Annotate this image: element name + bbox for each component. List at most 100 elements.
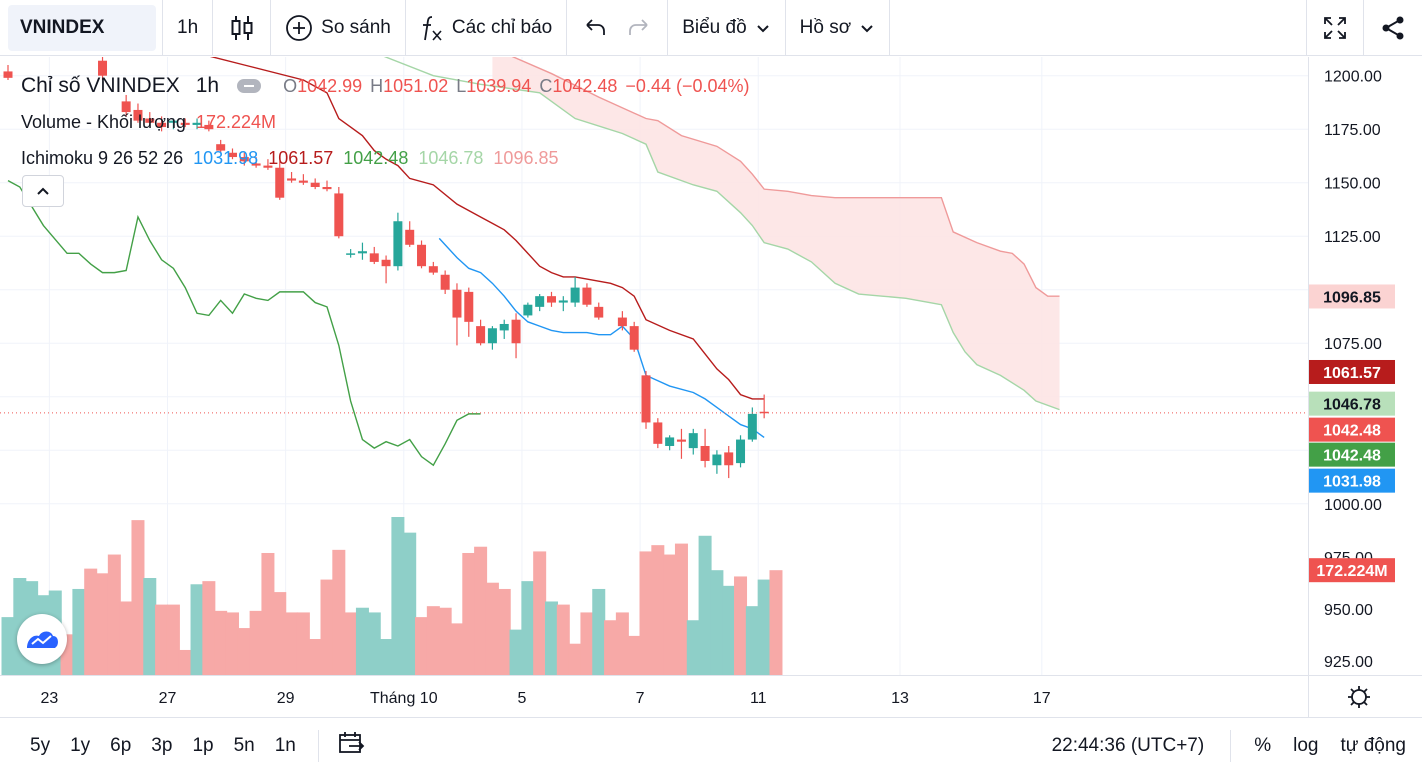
bottom-divider (1230, 730, 1232, 762)
legend-close-label: C (539, 75, 553, 96)
legend-volume-row[interactable]: Volume - Khối lượng 172.224M (21, 104, 758, 140)
symbol-search-button[interactable]: VNINDEX (8, 4, 156, 51)
candle (145, 112, 155, 125)
legend-collapse-button[interactable] (22, 175, 64, 207)
chart-settings-button[interactable] (1346, 684, 1372, 715)
volume-bar (285, 612, 299, 675)
candle (535, 294, 545, 312)
candle (334, 187, 344, 239)
candle-body (511, 319, 521, 344)
range-3m-button[interactable]: 3p (151, 735, 173, 756)
ichimoku-lagging-line (7, 179, 481, 467)
candle (582, 283, 592, 307)
volume-bar (627, 635, 641, 675)
volume-tag-label: 172.224M (1316, 563, 1387, 580)
toolbar-spacer (890, 0, 1306, 56)
undo-button[interactable] (573, 16, 617, 40)
volume-bar (710, 570, 724, 675)
volume-bar (367, 612, 381, 675)
range-5d-button[interactable]: 5n (233, 735, 255, 756)
volume-bar (674, 543, 688, 675)
candle-body (239, 157, 249, 162)
price-tag: 1042.48 (1309, 442, 1395, 467)
calendar-arrow-icon (338, 732, 365, 753)
price-tag: 1042.48 (1309, 417, 1395, 442)
candle (239, 152, 249, 166)
interval-button[interactable]: 1h (162, 0, 214, 56)
plot-area (1, 57, 1060, 675)
auto-scale-toggle[interactable]: tự động (1340, 735, 1406, 756)
price-tag-label: 1046.78 (1323, 397, 1381, 414)
volume-bar (663, 554, 677, 675)
price-tag-label: 1061.57 (1323, 365, 1381, 382)
volume-bar (426, 606, 440, 675)
undo-redo-group (567, 0, 669, 56)
chart-type-button[interactable] (213, 0, 272, 56)
percent-scale-toggle[interactable]: % (1254, 735, 1272, 756)
candle-body (688, 433, 698, 449)
volume-bar (462, 552, 476, 675)
legend-main-row: Chỉ số VNINDEX 1h O 1042.99 H 1051.02 L 103… (21, 68, 758, 104)
volume-bar (580, 612, 594, 675)
candle-body (452, 289, 462, 318)
price-chart[interactable]: 1000.001025.001050.001075.001100.001125.… (0, 57, 1422, 717)
volume-bar (344, 612, 358, 675)
compare-button[interactable]: So sánh (271, 0, 406, 56)
profile-menu-button[interactable]: Hồ sơ (786, 0, 891, 56)
volume-bar (509, 629, 523, 675)
legend-ichimoku-row[interactable]: Ichimoku 9 26 52 26 1031.98 1061.57 1042… (21, 140, 758, 176)
legend-volume-value: 172.224M (195, 111, 276, 132)
gear-icon (1348, 686, 1370, 708)
legend-ichimoku-lagging: 1042.48 (343, 147, 409, 168)
legend-ichimoku-conversion: 1031.98 (193, 147, 259, 168)
candle (594, 302, 604, 320)
candle (275, 161, 285, 200)
volume-bar (332, 549, 346, 675)
tradingview-logo[interactable] (17, 614, 67, 664)
volume-bar (355, 607, 369, 675)
range-5y-button[interactable]: 5y (30, 735, 51, 756)
candle (298, 174, 308, 185)
fullscreen-button[interactable] (1306, 0, 1364, 56)
volume-bar (391, 517, 405, 675)
candle (180, 118, 190, 128)
candle-body (535, 296, 545, 307)
candle (724, 445, 734, 479)
volume-bar (592, 588, 606, 675)
candle (452, 283, 462, 346)
range-1m-button[interactable]: 1p (192, 735, 214, 756)
candles-icon (231, 15, 253, 40)
volume-bar (474, 546, 488, 675)
range-6m-button[interactable]: 6p (110, 735, 132, 756)
volume-bar (143, 578, 157, 675)
candle-body (558, 300, 568, 303)
candle (405, 221, 415, 247)
timezone-button[interactable]: 22:44:36 (UTC+7) (1051, 735, 1205, 756)
price-tag-bg (1309, 442, 1395, 467)
price-tag: 1096.85 (1309, 284, 1395, 309)
candle (570, 276, 580, 307)
range-1y-button[interactable]: 1y (70, 735, 91, 756)
candle-body (440, 274, 450, 290)
chart-menu-button[interactable]: Biểu đồ (668, 0, 786, 56)
x-tick-label: 7 (636, 690, 645, 707)
redo-button[interactable] (617, 16, 661, 40)
candle-body (133, 109, 143, 121)
share-button[interactable] (1364, 0, 1422, 56)
fx-icon (422, 15, 442, 41)
hide-series-icon[interactable] (237, 79, 262, 93)
interval-label: 1h (177, 16, 199, 38)
goto-date-button[interactable] (331, 730, 371, 762)
candle (393, 212, 403, 271)
legend-ichimoku-span-a: 1046.78 (418, 147, 484, 168)
ichimoku-span-a-line (383, 57, 1060, 411)
indicators-button[interactable]: Các chỉ báo (406, 0, 568, 56)
volume-bar (686, 620, 700, 675)
volume-bar (261, 552, 275, 675)
log-scale-toggle[interactable]: log (1293, 735, 1319, 756)
volume-bar (320, 579, 334, 675)
range-1d-button[interactable]: 1n (274, 735, 296, 756)
candle-body (617, 317, 627, 327)
volume-bar (497, 588, 511, 675)
top-toolbar: VNINDEX 1h So sánh Các chỉ báo Biểu đồ H… (0, 0, 1422, 56)
